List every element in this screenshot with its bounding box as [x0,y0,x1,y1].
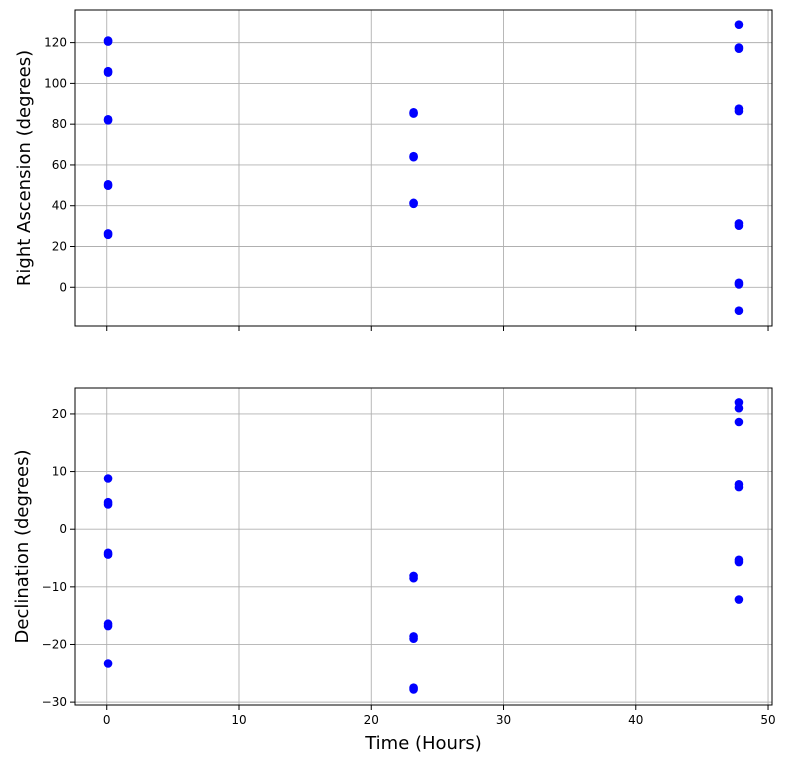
x-tick-label: 50 [760,713,775,727]
data-point [103,181,113,191]
data-point [103,474,113,483]
y-tick-label: 60 [52,158,67,172]
y-tick-label: 20 [52,407,67,421]
dec-subplot: 0 10 20 30 40 50 −30 −20 −10 0 10 20 Declination (d… [12,387,776,754]
x-tick-label: 40 [628,713,643,727]
dec-ticks: 0 10 20 30 40 50 −30 −20 −10 0 10 20 [42,407,776,727]
data-point [409,109,418,118]
dec-grid [75,388,772,705]
data-point [734,280,744,289]
x-tick-label: 0 [103,713,111,727]
ra-subplot: 0 20 40 60 80 100 120 Right Ascension (degrees… [14,9,773,331]
data-point [734,403,744,413]
y-tick-label: 40 [52,199,67,213]
data-point [734,482,744,492]
dec-points [103,398,744,694]
y-tick-label: −30 [42,695,67,709]
ra-points [103,20,744,316]
data-point [409,634,418,644]
data-point [734,106,744,116]
data-point [734,20,744,29]
data-point [103,68,113,77]
data-point [734,44,744,54]
y-tick-label: 20 [52,239,67,253]
data-point [103,115,113,125]
data-point [734,306,744,316]
data-point [103,550,113,559]
y-tick-label: 0 [59,522,67,536]
y-tick-label: 100 [44,76,67,90]
data-point [734,595,744,604]
data-point [103,230,113,240]
ra-axes-frame [74,9,773,327]
data-point [103,659,113,668]
ra-grid [75,10,772,326]
data-point [409,152,418,162]
x-tick-label: 20 [364,713,379,727]
y-tick-label: −20 [42,637,67,651]
data-point [734,557,744,567]
data-point [734,221,744,230]
data-point [409,573,418,583]
y-tick-label: 120 [44,36,67,50]
ra-y-axis-label: Right Ascension (degrees) [14,50,35,286]
data-point [103,37,113,46]
data-point [409,199,418,209]
data-point [103,500,113,509]
data-point [409,685,418,694]
x-tick-label: 10 [231,713,246,727]
dec-y-axis-label: Declination (degrees) [12,450,33,644]
data-point [734,417,744,427]
data-point [103,621,113,631]
ra-ticks: 0 20 40 60 80 100 120 [44,36,769,331]
y-tick-label: −10 [42,580,67,594]
x-tick-label: 30 [496,713,511,727]
y-tick-label: 0 [59,280,67,294]
dec-axes-frame [74,387,773,706]
dec-x-axis-label: Time (Hours) [364,733,482,754]
y-tick-label: 80 [52,117,67,131]
y-tick-label: 10 [52,465,67,479]
